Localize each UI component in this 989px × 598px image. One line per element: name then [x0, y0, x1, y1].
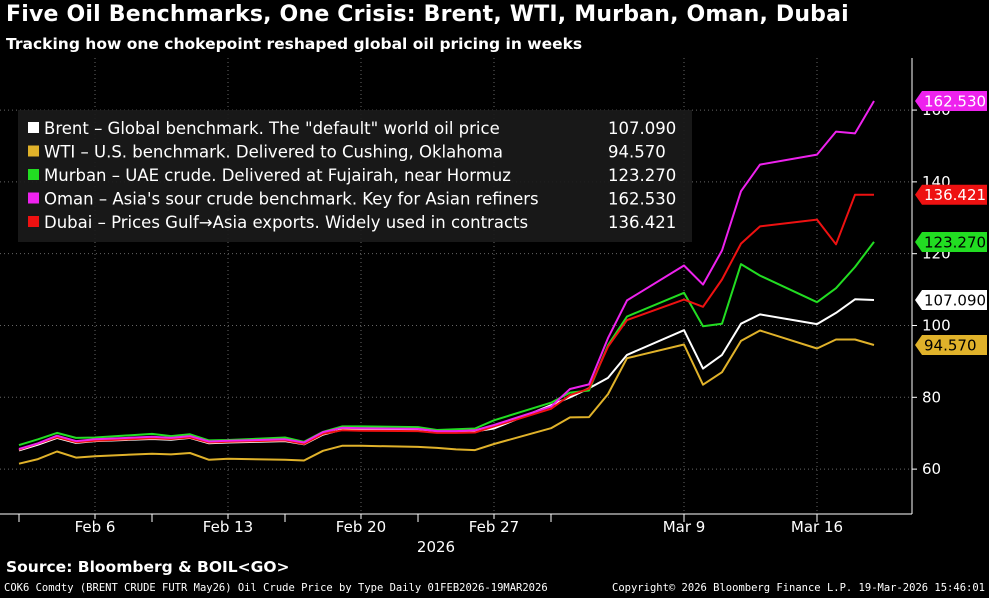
series-line-oman — [18, 100, 875, 450]
x-axis: Feb 6 Feb 13 Feb 20 Feb 27 Mar 9 Mar 16 2026 — [18, 514, 843, 556]
x-tick-label: Feb 27 — [469, 518, 519, 536]
badge-value: 107.090 — [924, 292, 986, 310]
series-line-murban — [18, 241, 875, 447]
badge-value: 94.570 — [924, 336, 977, 354]
series-lines — [18, 100, 875, 465]
legend-label: Murban – UAE crude. Delivered at Fujaira… — [44, 166, 511, 185]
last-value-badges: 107.090 94.570 123.270 162.530 136.421 — [915, 90, 987, 355]
x-tick-label: Mar 16 — [791, 518, 843, 536]
badge-value: 136.421 — [924, 186, 986, 204]
x-tick-label: Feb 20 — [336, 518, 386, 536]
badge-shape — [915, 334, 987, 355]
badge-value: 123.270 — [924, 233, 986, 251]
legend-swatch — [28, 122, 39, 133]
last-value-badge-murban: 123.270 — [915, 231, 987, 252]
badge-shape — [915, 184, 987, 205]
legend-value: 136.421 — [608, 213, 676, 232]
legend-item-oman: Oman – Asia's sour crude benchmark. Key … — [28, 190, 676, 209]
legend-item-murban: Murban – UAE crude. Delivered at Fujaira… — [28, 166, 676, 185]
legend-label: Brent – Global benchmark. The "default" … — [44, 119, 500, 138]
footer-ticker: COK6 Comdty (BRENT CRUDE FUTR May26) Oil… — [4, 582, 548, 594]
legend-label: Dubai – Prices Gulf→Asia exports. Widely… — [44, 213, 528, 232]
x-tick-label: Mar 9 — [663, 518, 706, 536]
badge-shape — [915, 290, 987, 311]
source-note: Source: Bloomberg & BOIL<GO> — [6, 558, 290, 576]
series-line-brent — [18, 298, 875, 452]
y-axis: 6080100120140160 — [912, 101, 951, 478]
badge-shape — [915, 90, 987, 111]
legend-swatch — [28, 169, 39, 180]
last-value-badge-dubai: 136.421 — [915, 184, 987, 205]
badge-shape — [915, 231, 987, 252]
legend-swatch — [28, 216, 39, 227]
chart-title: Five Oil Benchmarks, One Crisis: Brent, … — [6, 2, 849, 27]
legend-value: 107.090 — [608, 119, 676, 138]
legend-item-wti: WTI – U.S. benchmark. Delivered to Cushi… — [28, 143, 666, 162]
series-line-wti — [18, 329, 875, 465]
y-tick-label: 60 — [922, 460, 941, 478]
badge-value: 162.530 — [924, 92, 986, 110]
legend-value: 162.530 — [608, 190, 676, 209]
footer-copyright: Copyright© 2026 Bloomberg Finance L.P. 1… — [612, 582, 985, 594]
last-value-badge-oman: 162.530 — [915, 90, 987, 111]
last-value-badge-brent: 107.090 — [915, 290, 987, 311]
legend-swatch — [28, 145, 39, 157]
x-tick-label: Feb 13 — [203, 518, 253, 536]
legend-value: 94.570 — [608, 143, 666, 162]
legend-item-dubai: Dubai – Prices Gulf→Asia exports. Widely… — [28, 213, 676, 232]
legend-label: WTI – U.S. benchmark. Delivered to Cushi… — [44, 143, 503, 162]
y-tick-label: 100 — [922, 316, 951, 334]
chart-subtitle: Tracking how one chokepoint reshaped glo… — [6, 35, 583, 53]
last-value-badge-wti: 94.570 — [915, 334, 987, 355]
x-axis-label: 2026 — [417, 538, 455, 556]
legend: Brent – Global benchmark. The "default" … — [18, 110, 692, 242]
legend-label: Oman – Asia's sour crude benchmark. Key … — [44, 190, 539, 209]
legend-box — [18, 110, 692, 242]
y-tick-label: 80 — [922, 388, 941, 406]
legend-swatch — [28, 192, 39, 204]
series-line-dubai — [18, 193, 875, 451]
legend-item-brent: Brent – Global benchmark. The "default" … — [28, 119, 676, 138]
legend-value: 123.270 — [608, 166, 676, 185]
x-tick-label: Feb 6 — [75, 518, 116, 536]
